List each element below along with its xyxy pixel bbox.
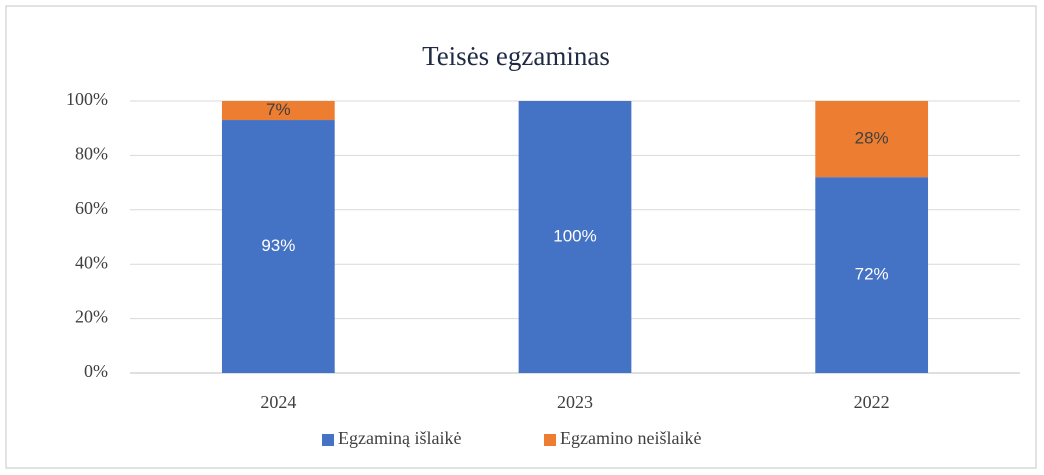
y-tick-label: 60% — [75, 198, 108, 218]
legend-label: Egzaminą išlaikė — [338, 428, 461, 448]
bar-segment — [815, 177, 929, 373]
bar-segment — [518, 101, 632, 373]
x-tick-label: 2022 — [854, 392, 890, 412]
bar-segment — [221, 120, 335, 373]
y-tick-label: 40% — [75, 252, 108, 272]
bar-segment — [221, 101, 335, 121]
data-label: 100% — [553, 226, 596, 245]
x-tick-label: 2024 — [260, 392, 296, 412]
data-label: 93% — [261, 236, 295, 255]
legend-label: Egzamino neišlaikė — [560, 428, 701, 448]
legend-swatch — [322, 434, 334, 446]
y-tick-label: 100% — [66, 89, 108, 109]
data-label: 28% — [855, 129, 889, 148]
y-tick-label: 0% — [84, 361, 108, 381]
legend-swatch — [544, 434, 556, 446]
chart-title: Teisės egzaminas — [422, 41, 610, 71]
x-tick-label: 2023 — [557, 392, 593, 412]
y-tick-label: 20% — [75, 307, 108, 327]
data-label: 72% — [855, 265, 889, 284]
data-label: 7% — [266, 100, 291, 119]
bar-segment — [815, 101, 929, 178]
y-tick-label: 80% — [75, 144, 108, 164]
